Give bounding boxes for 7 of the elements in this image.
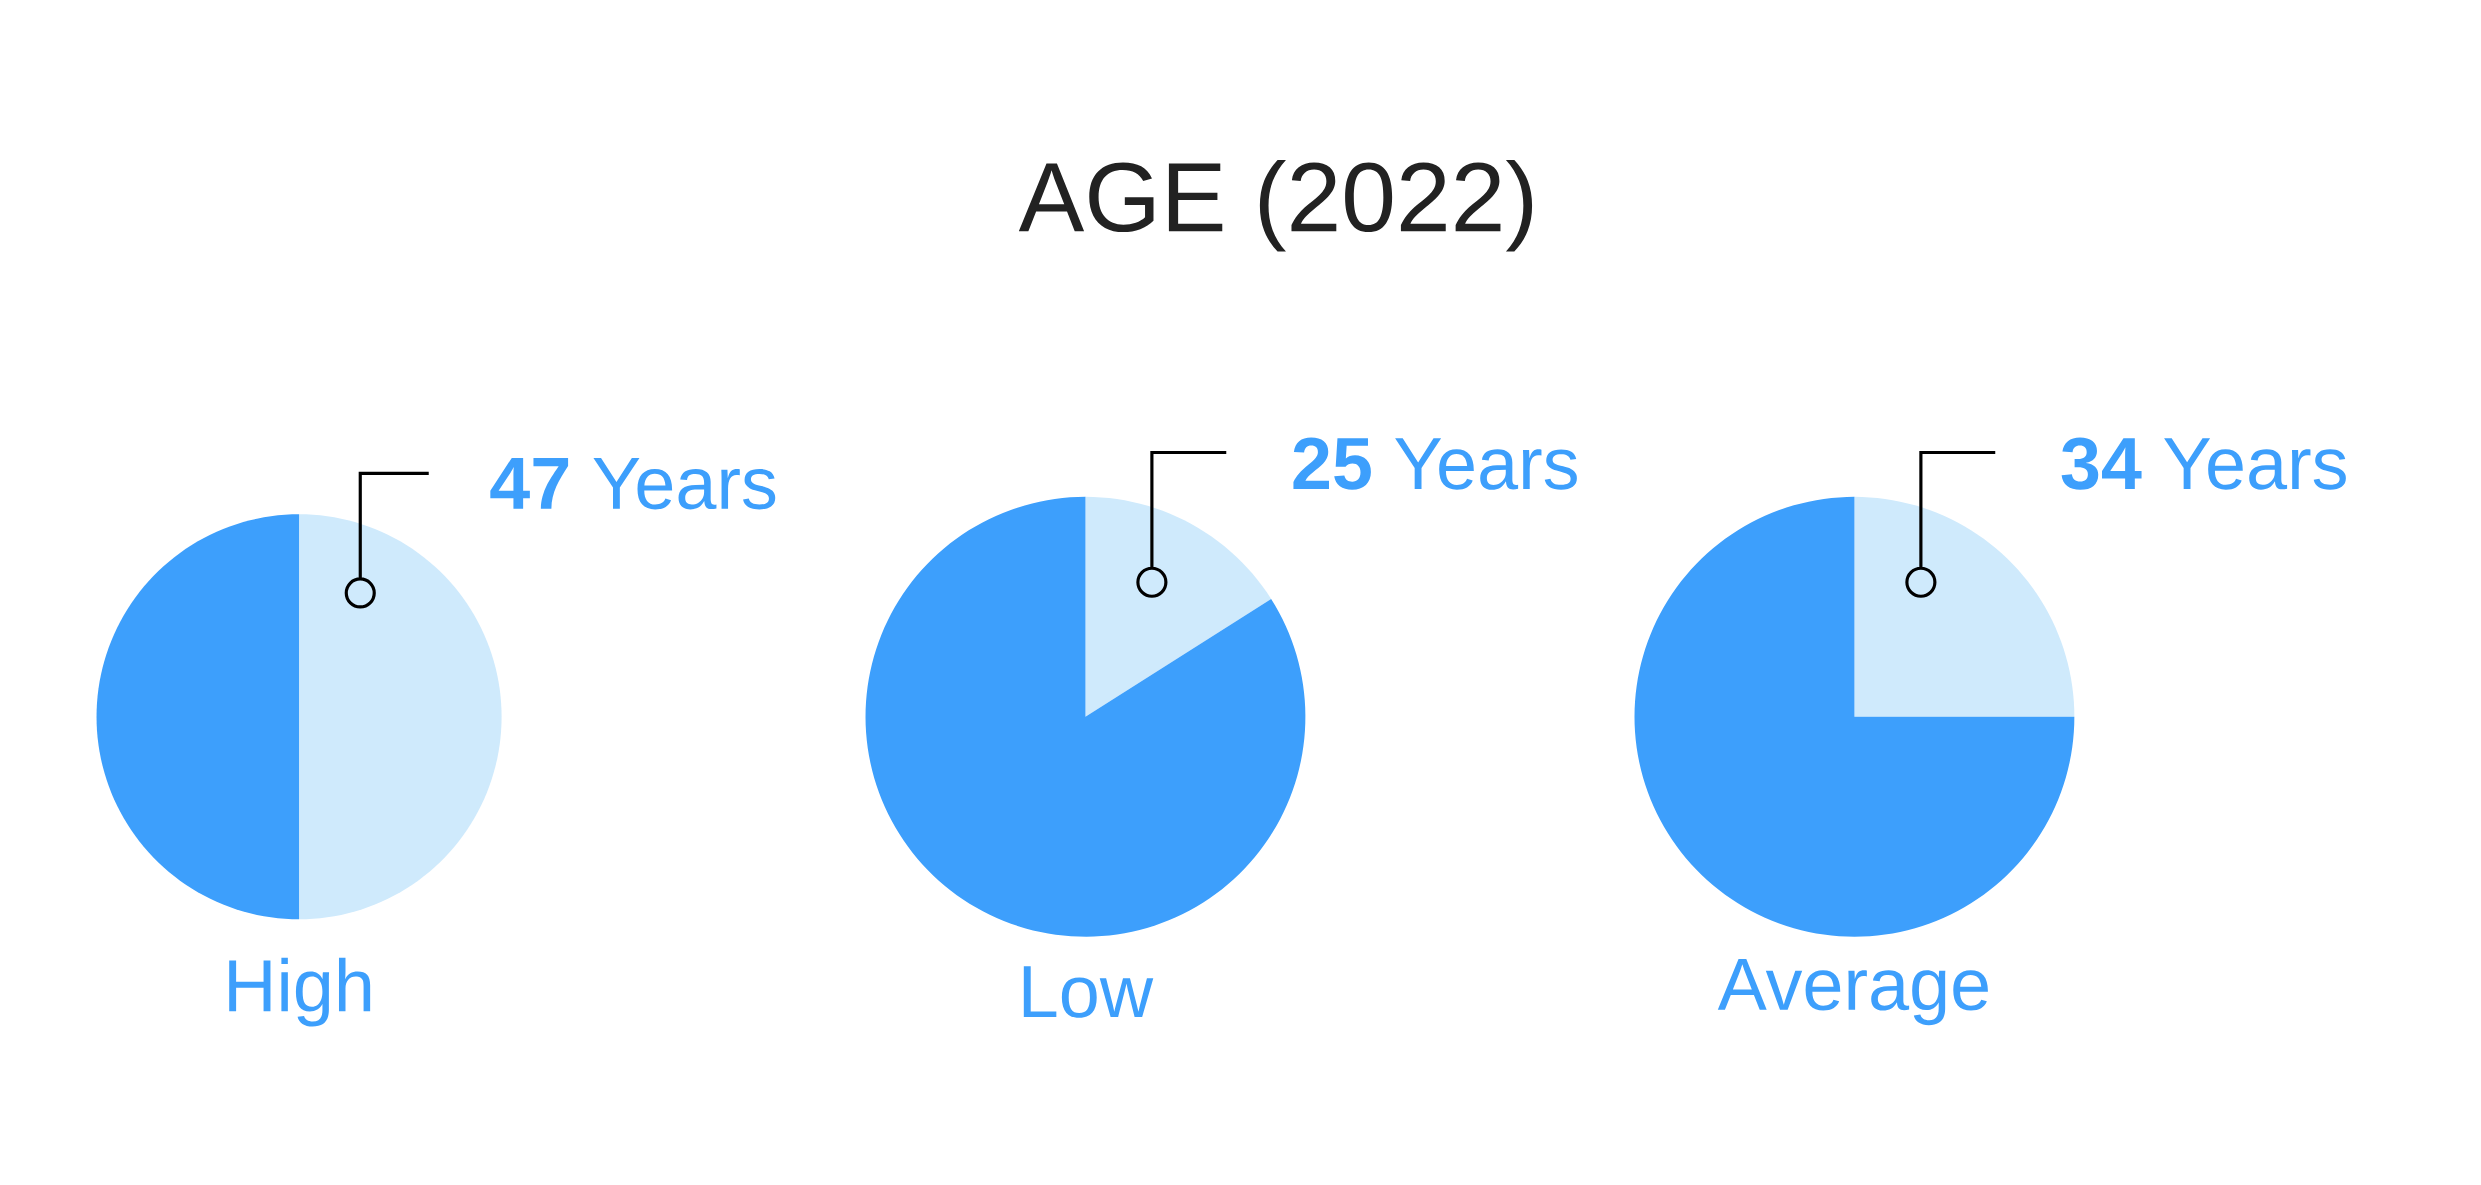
text: Average (1717, 959, 1988, 1026)
text: Low (1023, 966, 1154, 1018)
text: AGE (2022) (1018, 159, 1533, 252)
text: High (229, 957, 371, 1027)
text: 47 Years (490, 457, 776, 510)
text: 25 Years (1293, 437, 1577, 490)
text: 34 Years (2061, 437, 2346, 490)
